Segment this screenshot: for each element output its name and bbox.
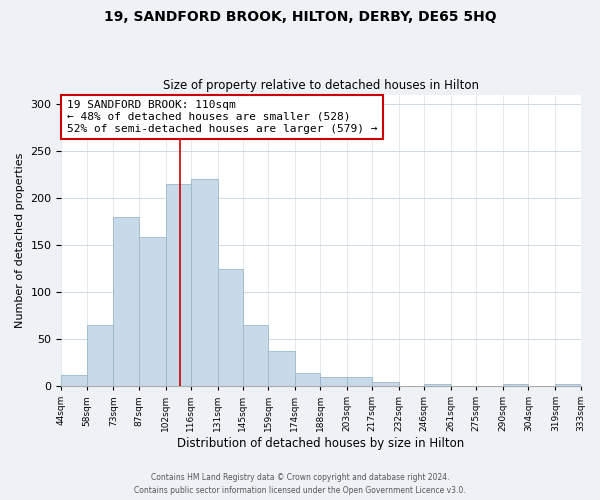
Bar (166, 184, 191, 386)
X-axis label: Distribution of detached houses by size in Hilton: Distribution of detached houses by size … (178, 437, 464, 450)
Bar (424, 384, 451, 386)
Bar (243, 325, 268, 386)
Text: 19, SANDFORD BROOK, HILTON, DERBY, DE65 5HQ: 19, SANDFORD BROOK, HILTON, DERBY, DE65 … (104, 10, 496, 24)
Text: Contains HM Land Registry data © Crown copyright and database right 2024.
Contai: Contains HM Land Registry data © Crown c… (134, 474, 466, 495)
Bar (113, 217, 139, 386)
Bar (503, 384, 529, 386)
Bar (268, 352, 295, 386)
Bar (347, 376, 372, 386)
Bar (139, 238, 166, 386)
Bar (372, 382, 399, 386)
Bar (320, 376, 347, 386)
Title: Size of property relative to detached houses in Hilton: Size of property relative to detached ho… (163, 79, 479, 92)
Bar (295, 373, 320, 386)
Text: 19 SANDFORD BROOK: 110sqm
← 48% of detached houses are smaller (528)
52% of semi: 19 SANDFORD BROOK: 110sqm ← 48% of detac… (67, 100, 377, 134)
Y-axis label: Number of detached properties: Number of detached properties (15, 152, 25, 328)
Bar (218, 268, 243, 386)
Bar (86, 325, 113, 386)
Bar (191, 179, 218, 386)
Bar (556, 384, 581, 386)
Bar (61, 375, 86, 386)
